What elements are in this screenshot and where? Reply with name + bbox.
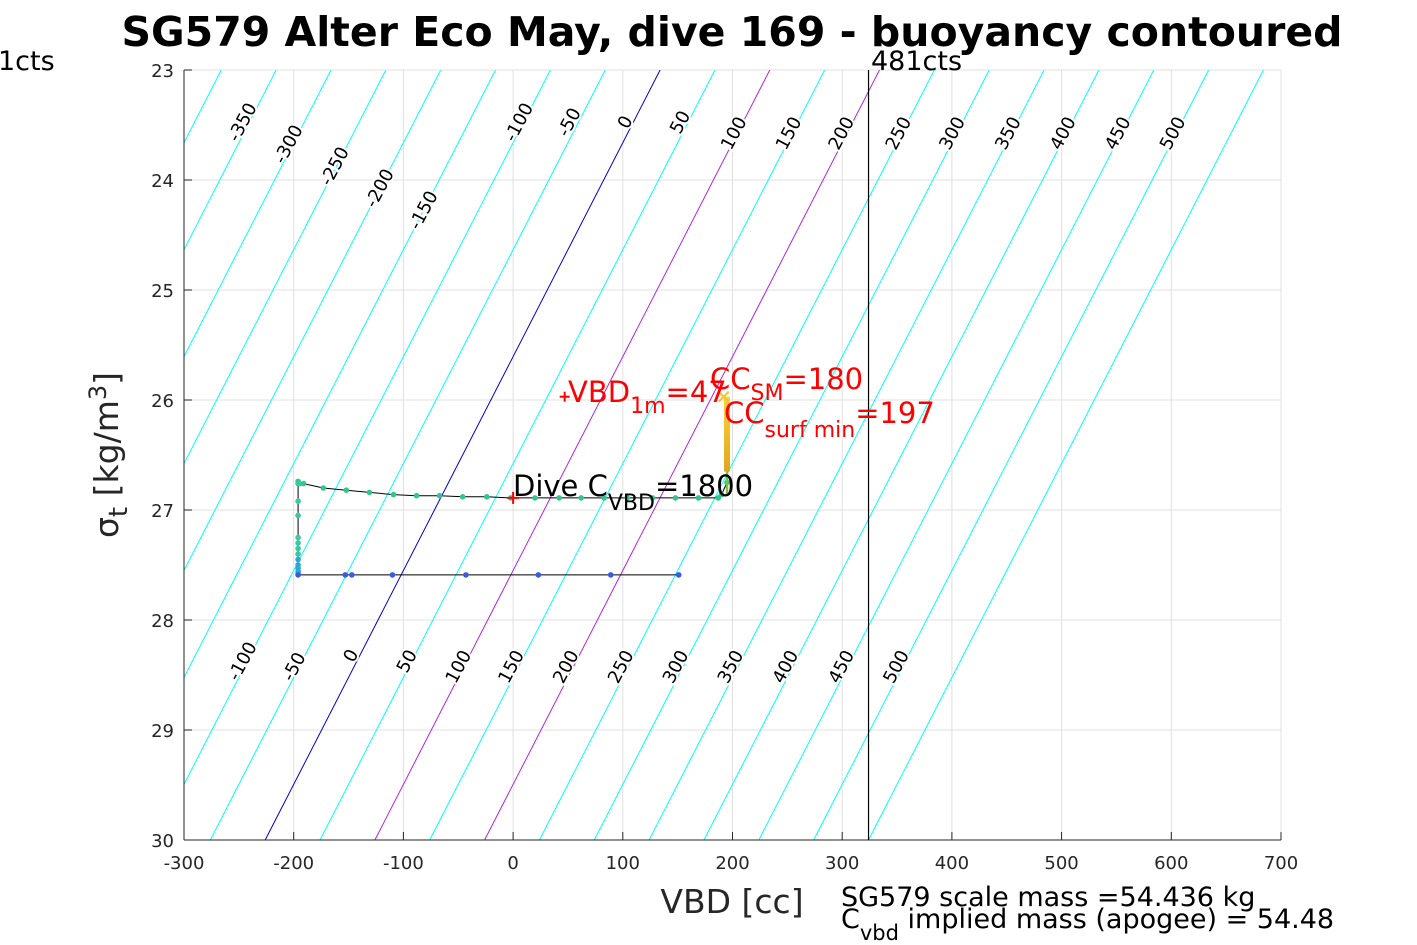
profile-point	[649, 495, 656, 501]
profile-point	[483, 494, 490, 500]
x-tick-label: 400	[935, 853, 969, 874]
surface-bar	[724, 396, 731, 472]
x-tick-label: 200	[715, 853, 749, 874]
profile-point	[349, 572, 355, 578]
profile-point	[601, 495, 607, 501]
profile-point	[366, 489, 373, 496]
cc-sm-marker	[718, 390, 730, 403]
profile-point	[436, 492, 443, 499]
contour-line	[484, 70, 880, 840]
contour-line	[703, 70, 1100, 840]
y-tick-label: 29	[151, 721, 174, 742]
markers	[507, 390, 730, 504]
profile-point	[295, 534, 301, 541]
profile-point	[295, 480, 301, 487]
cc-surf-min-annotation: CCsurf min=197	[724, 396, 935, 443]
contour-line	[184, 70, 332, 358]
profile-point	[459, 494, 466, 500]
profile-point	[300, 480, 307, 487]
surface-segment	[724, 396, 731, 495]
contour-line	[184, 70, 551, 786]
x-tick-label: 500	[1044, 853, 1078, 874]
profile-point	[295, 572, 301, 578]
profile-point	[413, 492, 420, 499]
y-tick-label: 28	[151, 611, 174, 632]
contour-line	[319, 70, 716, 840]
profile-point	[624, 495, 630, 501]
profile-point	[342, 572, 349, 578]
profile-point	[343, 487, 350, 494]
y-tick-label: 30	[151, 831, 174, 852]
profile-point	[295, 545, 301, 552]
profile-point	[463, 572, 469, 578]
x-tick-label: -100	[383, 853, 424, 874]
contour-line	[184, 70, 496, 679]
profile-point	[389, 572, 396, 578]
profile-point	[718, 491, 725, 498]
contour-line	[868, 70, 1264, 840]
left-counts-label: 1cts	[0, 46, 55, 77]
profile-point	[556, 495, 562, 501]
profile-point	[295, 556, 301, 563]
contour-line	[184, 70, 277, 251]
y-tick-label: 26	[151, 391, 174, 412]
contour-line	[184, 70, 387, 465]
y-axis-label: σt [kg/m3]	[84, 372, 134, 538]
contour-line	[593, 70, 990, 840]
x-tick-label: 700	[1264, 853, 1298, 874]
x-tick-label: -300	[164, 853, 205, 874]
right-counts-label: 481cts	[871, 46, 962, 77]
profile-point	[295, 540, 301, 546]
x-tick-label: 0	[507, 853, 518, 874]
contour-line	[374, 70, 771, 840]
cvbd-mass-note: Cvbd implied mass (apogee) = 54.48	[841, 904, 1334, 945]
axis-ticks: -300 -200 -100 0 100 200 300 400 500 600 700 23 24 25…	[151, 61, 1298, 874]
y-tick-label: 27	[151, 501, 174, 522]
chart-title: SG579 Alter Eco May, dive 169 - buoyancy…	[121, 8, 1342, 56]
x-tick-label: 100	[606, 853, 640, 874]
dive-cvbd-annotation: Dive CVBD=1800	[513, 469, 753, 516]
profile-point	[390, 491, 397, 498]
y-tick-label: 25	[151, 281, 174, 302]
profile-point	[607, 572, 614, 578]
y-tick-label: 24	[151, 171, 174, 192]
profile-point	[675, 572, 682, 578]
profile-point	[695, 495, 702, 501]
contour-line	[264, 70, 661, 840]
profile-point	[672, 495, 679, 501]
contour-line	[184, 70, 442, 572]
y-tick-label: 23	[151, 61, 174, 82]
x-tick-label: 300	[825, 853, 859, 874]
profile-point	[535, 572, 542, 578]
cc-sm-annotation: CCSM=180	[710, 362, 863, 406]
profile-point	[295, 498, 301, 505]
vbd-1m-annotation: VBD1m=47	[568, 375, 727, 419]
profile-point	[578, 495, 584, 501]
profile-point	[295, 551, 301, 557]
profile-point	[295, 512, 301, 519]
contour-line	[648, 70, 1045, 840]
contour-line	[429, 70, 826, 840]
profile-point	[320, 485, 327, 491]
x-tick-label: -200	[273, 853, 314, 874]
grid	[184, 69, 1282, 840]
profile-point	[532, 495, 538, 501]
x-axis-label: VBD [cc]	[660, 882, 803, 921]
contour-line	[813, 70, 1210, 840]
contour-line	[758, 70, 1155, 840]
contour-line	[209, 70, 606, 840]
x-tick-label: 600	[1154, 853, 1188, 874]
scale-mass-note: SG579 scale mass =54.436 kg	[841, 882, 1255, 913]
